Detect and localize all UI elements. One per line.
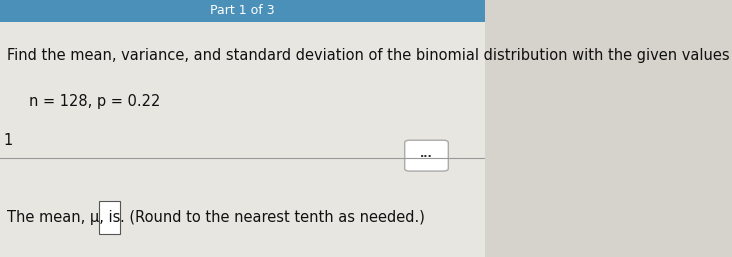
Text: Part 1 of 3: Part 1 of 3: [210, 5, 274, 17]
Text: n = 128, p = 0.22: n = 128, p = 0.22: [29, 94, 160, 109]
FancyBboxPatch shape: [100, 201, 120, 234]
FancyBboxPatch shape: [0, 22, 485, 158]
Text: . (Round to the nearest tenth as needed.): . (Round to the nearest tenth as needed.…: [120, 210, 425, 225]
FancyBboxPatch shape: [405, 140, 448, 171]
FancyBboxPatch shape: [0, 0, 485, 22]
Text: The mean, μ, is: The mean, μ, is: [7, 210, 125, 225]
Text: Find the mean, variance, and standard deviation of the binomial distribution wit: Find the mean, variance, and standard de…: [7, 48, 732, 63]
Text: 1: 1: [4, 133, 13, 148]
Text: ...: ...: [420, 149, 433, 159]
FancyBboxPatch shape: [0, 158, 485, 257]
